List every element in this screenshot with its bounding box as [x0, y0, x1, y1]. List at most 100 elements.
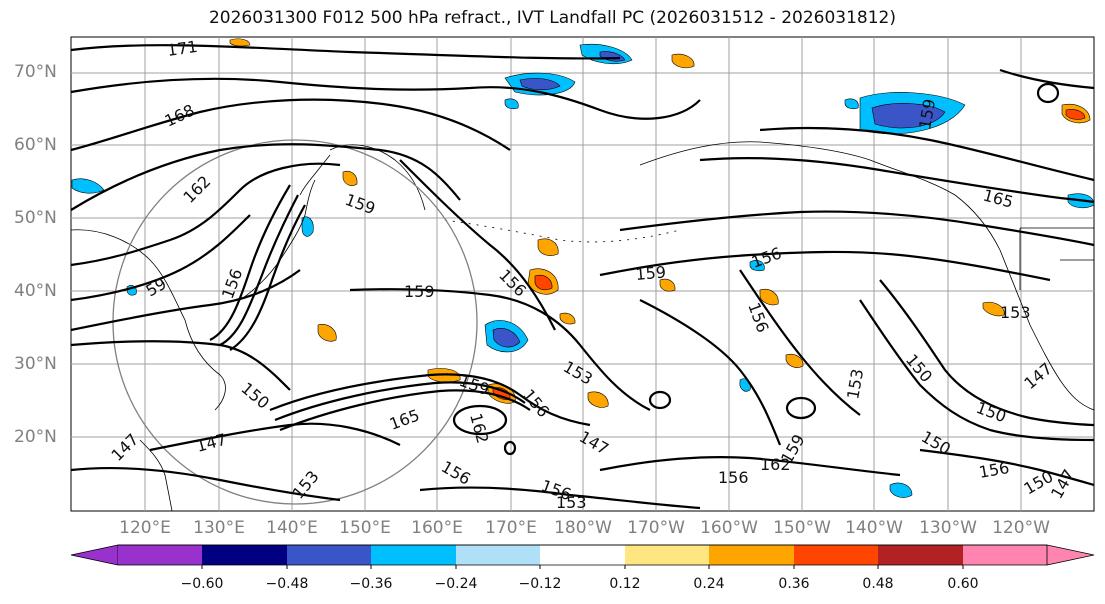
contour-closed: [785, 396, 817, 420]
height-contours: [70, 44, 1095, 510]
lat-label: 40°N: [14, 281, 57, 301]
orange-patch: [659, 278, 676, 292]
colorbar-tick-label: −0.36: [349, 576, 393, 592]
map-title: 2026031300 F012 500 hPa refract., IVT La…: [208, 8, 896, 28]
colorbar-segment: [709, 545, 794, 565]
contour-line: [70, 98, 511, 152]
orange-patch: [1065, 109, 1086, 120]
blue-patch: [871, 103, 946, 129]
lon-label: 120°E: [119, 518, 171, 538]
colorbar-tick-label: 0.60: [947, 576, 979, 592]
contour-line: [70, 162, 341, 267]
contour-label: 153: [556, 493, 587, 512]
contour-line: [399, 159, 556, 331]
contour-line: [919, 448, 1095, 487]
colorbar-segment: [371, 545, 456, 565]
orange-patch: [342, 170, 358, 186]
contour-line: [349, 288, 651, 411]
blue-patch: [844, 98, 859, 110]
blue-patch: [301, 216, 314, 237]
colorbar-segment: [794, 545, 878, 565]
orange-patch: [759, 289, 779, 306]
kamchatka-coastline: [329, 144, 426, 211]
contour-line: [70, 143, 461, 211]
lat-label: 30°N: [14, 354, 57, 374]
lon-label: 180°W: [554, 518, 612, 538]
lat-label: 70°N: [14, 62, 57, 82]
contour-line: [70, 466, 341, 502]
colorbar-over-arrow: [1046, 544, 1095, 566]
colorbar-tick-label: 0.36: [778, 576, 810, 592]
blue-patch: [504, 98, 519, 110]
contour-label: 159: [404, 282, 435, 301]
lon-label: 170°E: [485, 518, 537, 538]
colorbar-segment: [540, 545, 625, 565]
contour-line: [619, 210, 1095, 247]
colorbar-tick-label: −0.48: [265, 576, 309, 592]
colorbar-tick-label: 0.24: [693, 576, 725, 592]
contour-line: [70, 44, 621, 60]
sakhalin-coastline: [299, 154, 331, 196]
colorbar-tick-label: 0.48: [862, 576, 894, 592]
blue-patch: [71, 178, 105, 194]
orange-patch: [534, 275, 553, 291]
japan-coastline: [239, 179, 316, 301]
colorbar-tick-label: −0.24: [434, 576, 478, 592]
contour-closed: [1036, 82, 1060, 104]
contour-label: 153: [1000, 303, 1031, 322]
contour-label: 171: [166, 37, 199, 60]
contour-line: [149, 422, 401, 452]
colorbar-segment: [963, 545, 1047, 565]
contour-line: [699, 156, 1095, 204]
contour-line: [269, 373, 591, 427]
lat-label: 60°N: [14, 135, 57, 155]
orange-patch: [317, 324, 337, 342]
lon-label: 130°E: [193, 518, 245, 538]
contour-line: [599, 250, 1051, 282]
colorbar-tick-label: 0.12: [609, 576, 641, 592]
coastlines: [70, 141, 1095, 512]
colorbar-tick-label: −0.60: [180, 576, 224, 592]
lon-label: 150°E: [339, 518, 391, 538]
lon-label: 160°E: [411, 518, 463, 538]
colorbar-segment: [118, 545, 202, 565]
contour-line: [229, 204, 306, 351]
contour-line: [219, 194, 299, 346]
contour-line: [70, 214, 251, 302]
blue-patch: [889, 482, 913, 498]
alaska-coastline: [639, 141, 1001, 251]
contour-line: [879, 279, 1095, 427]
colorbar-segment: [202, 545, 287, 565]
lon-label: 160°W: [700, 518, 758, 538]
asia-coastline: [70, 229, 226, 411]
colorbar: [70, 544, 1095, 569]
colorbar-segment: [287, 545, 371, 565]
blue-patch: [492, 328, 521, 348]
contour-line: [209, 184, 291, 341]
colorbar-tick-label: −0.12: [518, 576, 562, 592]
lon-label: 140°E: [266, 518, 318, 538]
contour-line: [70, 269, 301, 332]
orange-patch: [559, 312, 576, 325]
lon-label: 130°W: [919, 518, 977, 538]
colorbar-segment: [456, 545, 540, 565]
blue-patch: [519, 78, 561, 91]
orange-patch: [982, 301, 1005, 317]
contour-label: 159: [635, 262, 667, 284]
philippines-coastline: [139, 439, 173, 512]
lat-label: 20°N: [14, 427, 57, 447]
lat-label: 50°N: [14, 208, 57, 228]
political-borders: [1019, 227, 1094, 290]
orange-patch: [785, 353, 804, 368]
contour-line: [739, 269, 861, 416]
contour-line: [70, 340, 291, 391]
contour-line: [639, 299, 782, 446]
lon-label: 170°W: [627, 518, 685, 538]
contour-line: [759, 126, 1095, 182]
contour-line: [999, 68, 1095, 90]
orange-patch: [537, 238, 559, 256]
contour-line: [274, 381, 526, 422]
lon-label: 120°W: [992, 518, 1050, 538]
contour-line: [70, 77, 701, 120]
